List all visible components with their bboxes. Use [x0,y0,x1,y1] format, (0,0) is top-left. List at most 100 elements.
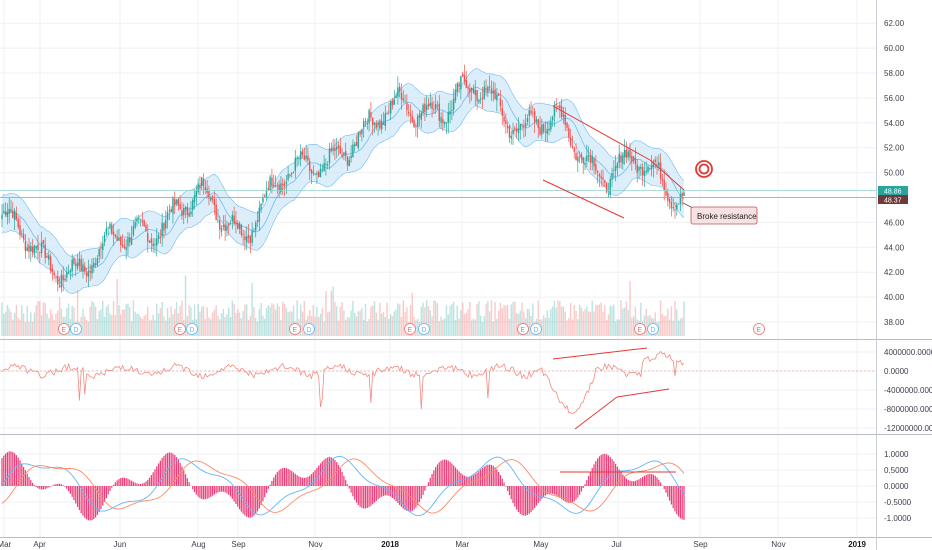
macd-hist-bar [276,472,278,486]
macd-hist-bar [130,480,133,486]
volume-bar [325,291,327,336]
candle-body [578,156,581,158]
macd-hist-bar [85,486,88,520]
volume-bar [210,319,212,336]
candle-body [312,171,315,174]
volume-bar [593,311,595,336]
volume-bar [31,321,34,336]
time-tick-label: Sep [693,540,708,549]
macd-hist-bar [240,486,242,512]
dividend-marker[interactable] [186,323,198,335]
dividend-marker[interactable] [418,323,430,335]
macd-hist-bar [69,486,72,494]
volume-bar [618,319,620,336]
dividend-marker[interactable] [647,323,659,335]
time-tick-label: Nov [771,540,785,549]
volume-bar [147,306,149,336]
earnings-marker[interactable] [517,323,529,335]
candle-body [546,129,548,134]
candle-body [429,103,431,106]
earnings-marker[interactable] [174,323,186,335]
volume-bar [386,302,388,336]
candle-body [670,201,673,209]
target-marker[interactable] [695,160,713,178]
macd-hist-bar [174,455,176,486]
macd-hist-bar [114,482,116,486]
volume-bar [235,312,237,336]
candle-body [60,274,63,288]
marker-label: D [73,327,78,334]
macd-hist-bar [220,486,223,492]
candle-body [422,104,424,113]
candle-body [571,146,574,148]
callout-broke-resistance[interactable]: Broke resistance [682,202,758,225]
macd-hist-bar [667,486,669,497]
macd-hist-bar [42,486,45,490]
macd-hist-bar [417,486,419,506]
candle-body [341,154,343,157]
candle-body [553,105,556,117]
macd-hist-bar [332,458,334,486]
candle-body [253,231,255,233]
volume-bar [672,320,674,336]
macd-hist-bar [314,470,316,486]
earnings-marker[interactable] [58,323,70,335]
earnings-marker[interactable] [753,323,765,335]
macd-hist-bar [103,486,106,502]
candle-body [35,245,37,249]
macd-hist-bar [341,471,343,486]
candle-body [402,98,405,101]
macd-hist-bar [534,486,536,508]
volume-bar [508,319,511,336]
volume-bar [87,321,90,336]
volume-bar [197,304,199,336]
macd-hist-bar [296,475,298,486]
candle-body [181,210,183,216]
price-tick-label: 38.00 [884,318,905,327]
macd-hist-bar [305,477,307,486]
dividend-marker[interactable] [530,323,542,335]
earnings-marker[interactable] [289,323,301,335]
volume-bar [645,308,647,336]
macd-hist-bar [587,475,590,486]
volume-bar [625,301,628,336]
candle-body [557,106,559,108]
dividend-marker[interactable] [70,323,82,335]
macd-hist-bar [625,478,628,486]
volume-bar [544,317,547,336]
volume-bar [564,311,566,336]
candle-body [260,203,262,210]
macd-hist-bar [577,486,579,498]
earnings-marker[interactable] [634,323,646,335]
volume-bar [98,310,100,336]
candle-body [170,208,172,213]
macd-hist-bar [665,486,667,493]
volume-bar [339,307,342,336]
volume-bar [206,307,208,336]
bollinger-band [1,68,685,295]
macd-hist-bar [472,475,475,486]
macd-hist-bar [12,452,14,486]
volume-bar [229,317,232,336]
earnings-marker[interactable] [404,323,416,335]
volume-bar [411,292,413,336]
volume-bar [301,311,304,336]
macd-hist-bar [28,477,30,486]
volume-bar [454,319,457,336]
volume-bar [238,312,241,336]
macd-hist-bar [139,483,142,486]
macd-hist-bar [98,486,100,513]
macd-hist-bar [267,486,269,489]
macd-hist-bar [375,486,377,501]
candle-body [8,208,10,214]
candle-body [470,87,473,91]
volume-bar [237,309,239,336]
macd-hist-bar [237,486,239,507]
candle-body [37,244,39,250]
candle-body [389,100,392,114]
dividend-marker[interactable] [303,323,315,335]
macd-hist-bar [287,468,289,486]
macd-hist-bar [643,475,646,486]
candle-body [492,90,494,94]
